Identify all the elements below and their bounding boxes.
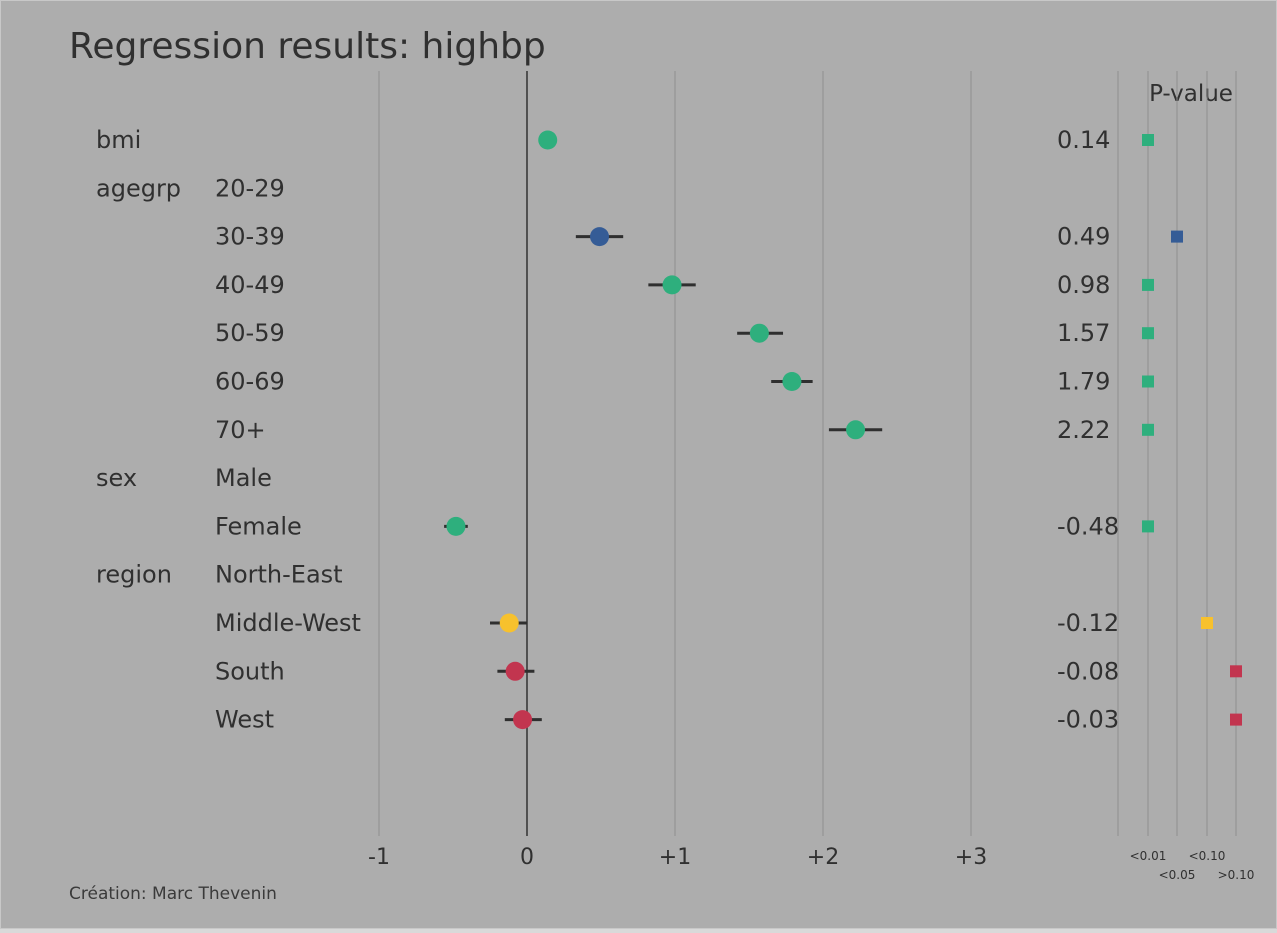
variable-label: sex [96,464,137,492]
level-label: 70+ [215,416,266,444]
level-label: 30-39 [215,223,285,251]
chart-caption: Création: Marc Thevenin [69,884,277,904]
coef-point [513,710,533,730]
variable-label: region [96,561,172,589]
pvalue-marker [1142,278,1154,291]
pvalue-marker [1171,230,1183,243]
x-tick-label: -1 [368,845,390,870]
pvalue-marker [1230,665,1242,678]
level-label: West [215,706,274,734]
coef-point [662,275,682,295]
level-label: 20-29 [215,174,285,202]
level-label: 60-69 [215,368,285,396]
coef-value-label: 0.14 [1057,126,1110,154]
level-label: North-East [215,561,343,589]
x-tick-label: +2 [807,845,839,870]
level-label: 50-59 [215,319,285,347]
level-label: Female [215,512,302,540]
coef-point [505,661,525,681]
pvalue-marker [1142,375,1154,388]
level-label: South [215,657,285,685]
coef-value-label: 0.49 [1057,223,1110,251]
x-tick-label: 0 [520,845,534,870]
coef-value-label: 2.22 [1057,416,1110,444]
coef-point [590,227,610,247]
coef-value-label: -0.08 [1057,657,1119,685]
x-tick-label: +1 [659,845,691,870]
coef-point [499,613,519,633]
pvalue-tick-label: >0.10 [1218,868,1255,882]
pvalue-marker [1142,423,1154,436]
coef-point [846,420,866,440]
pvalue-marker [1142,327,1154,340]
coef-value-label: -0.12 [1057,609,1119,637]
pvalue-marker [1142,520,1154,533]
coef-point [446,516,466,536]
coef-value-label: 0.98 [1057,271,1110,299]
variable-label: bmi [96,126,141,154]
pvalue-marker [1230,713,1242,726]
level-label: Male [215,464,272,492]
pvalue-marker [1201,617,1213,629]
chart-title: Regression results: highbp [69,26,546,67]
coef-point [538,130,558,150]
pvalue-marker [1142,134,1154,146]
coef-value-label: 1.79 [1057,368,1110,396]
coef-point [749,323,769,343]
x-tick-label: +3 [955,845,987,870]
pvalue-tick-label: <0.05 [1159,868,1196,882]
variable-label: agegrp [96,174,181,202]
pvalue-tick-label: <0.10 [1189,849,1226,863]
pvalue-header: P-value [1149,81,1233,107]
coef-value-label: 1.57 [1057,319,1110,347]
pvalue-tick-label: <0.01 [1130,849,1167,863]
level-label: Middle-West [215,609,361,637]
coef-value-label: -0.03 [1057,706,1119,734]
coef-point [782,372,802,391]
level-label: 40-49 [215,271,285,299]
coef-value-label: -0.48 [1057,512,1119,540]
